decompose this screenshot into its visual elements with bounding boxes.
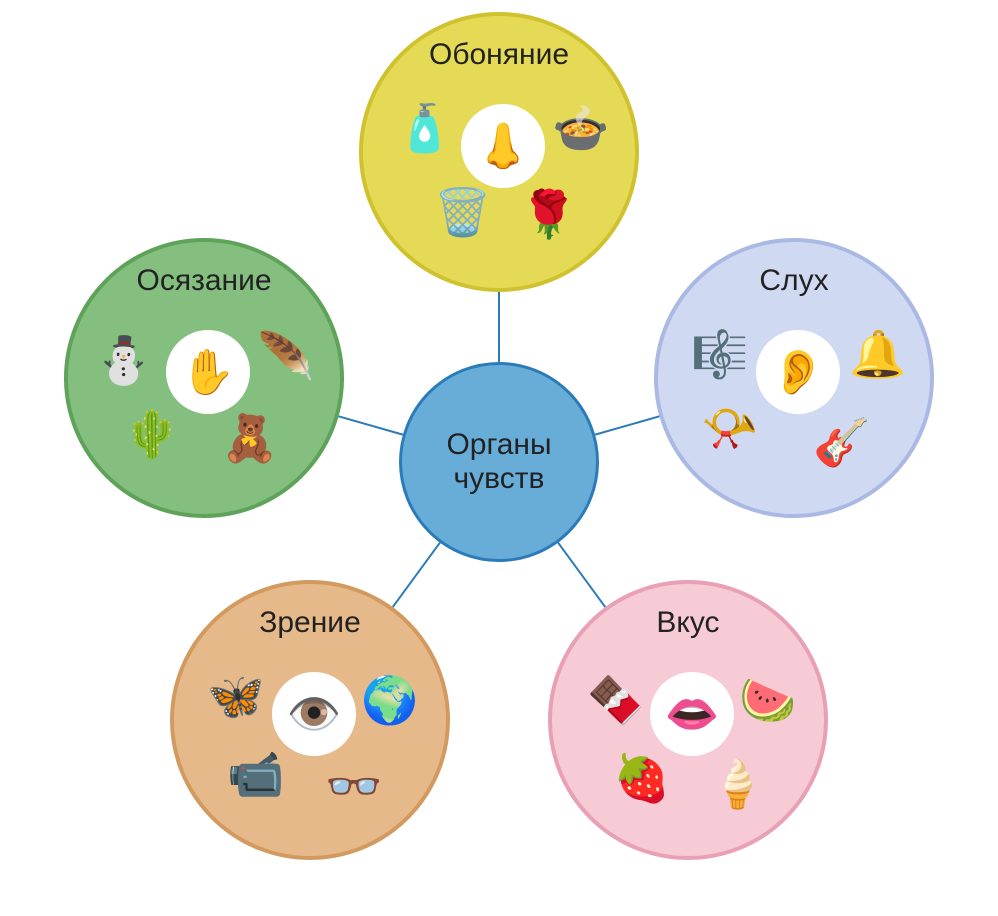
smell-perfume-icon: 🧴: [395, 98, 455, 158]
smell-trash-icon: 🗑️: [433, 182, 493, 242]
hearing-xylophone-icon: 🎼: [690, 324, 750, 384]
sense-node-hearing: Слух 👂 🔔 🎼 📯 🎸: [654, 238, 934, 518]
hearing-organ-icon: 👂: [771, 346, 826, 398]
sight-butterfly-icon: 🦋: [206, 666, 266, 726]
sight-organ-icon: 👁️: [287, 688, 342, 740]
sight-camera-icon: 📹: [226, 744, 286, 804]
touch-cactus-icon: 🌵: [122, 404, 182, 464]
connector-sight: [393, 543, 440, 607]
connector-touch: [339, 416, 403, 434]
organ-circle-touch: ✋: [166, 330, 250, 414]
sight-glasses-icon: 👓: [324, 756, 384, 816]
smell-soup-icon: 🍲: [551, 98, 611, 158]
taste-icecream-icon: 🍦: [708, 754, 768, 814]
taste-chocolate-icon: 🍫: [586, 670, 646, 730]
organ-circle-smell: 👃: [461, 104, 545, 188]
connector-hearing: [595, 416, 659, 434]
touch-feather-icon: 🪶: [256, 326, 316, 386]
connector-taste: [558, 543, 605, 607]
touch-organ-icon: ✋: [181, 346, 236, 398]
smell-rose-icon: 🌹: [519, 184, 579, 244]
sense-node-sight: Зрение 👁️ 🦋 🌍 📹 👓: [170, 580, 450, 860]
organ-circle-hearing: 👂: [756, 330, 840, 414]
sense-title-touch: Осязание: [68, 264, 340, 298]
touch-snowman-icon: ⛄: [94, 330, 154, 390]
sight-globe-icon: 🌍: [360, 670, 420, 730]
organ-circle-taste: 👄: [650, 672, 734, 756]
hearing-guitar-icon: 🎸: [812, 412, 872, 472]
taste-strawberry-icon: 🍓: [612, 748, 672, 808]
sense-node-smell: Обоняние 👃 🧴 🍲 🗑️ 🌹: [359, 12, 639, 292]
sense-node-touch: Осязание ✋ ⛄ 🪶 🌵 🧸: [64, 238, 344, 518]
touch-teddy-icon: 🧸: [220, 408, 280, 468]
sense-title-hearing: Слух: [658, 264, 930, 298]
taste-organ-icon: 👄: [665, 688, 720, 740]
center-node: Органычувств: [399, 362, 599, 562]
senses-diagram: Обоняние 👃 🧴 🍲 🗑️ 🌹 Слух 👂 🔔 🎼 📯 🎸 Вкус 👄 🍫 🍉 🍓 🍦 Зрение 👁️…: [0, 0, 998, 916]
sense-title-sight: Зрение: [174, 606, 446, 640]
sense-node-taste: Вкус 👄 🍫 🍉 🍓 🍦: [548, 580, 828, 860]
sense-title-taste: Вкус: [552, 606, 824, 640]
center-label: Органычувств: [446, 428, 551, 497]
hearing-whistle-icon: 📯: [700, 398, 760, 458]
sense-title-smell: Обоняние: [363, 38, 635, 72]
taste-watermelon-icon: 🍉: [738, 670, 798, 730]
smell-organ-icon: 👃: [476, 120, 531, 172]
hearing-bell-icon: 🔔: [848, 324, 908, 384]
